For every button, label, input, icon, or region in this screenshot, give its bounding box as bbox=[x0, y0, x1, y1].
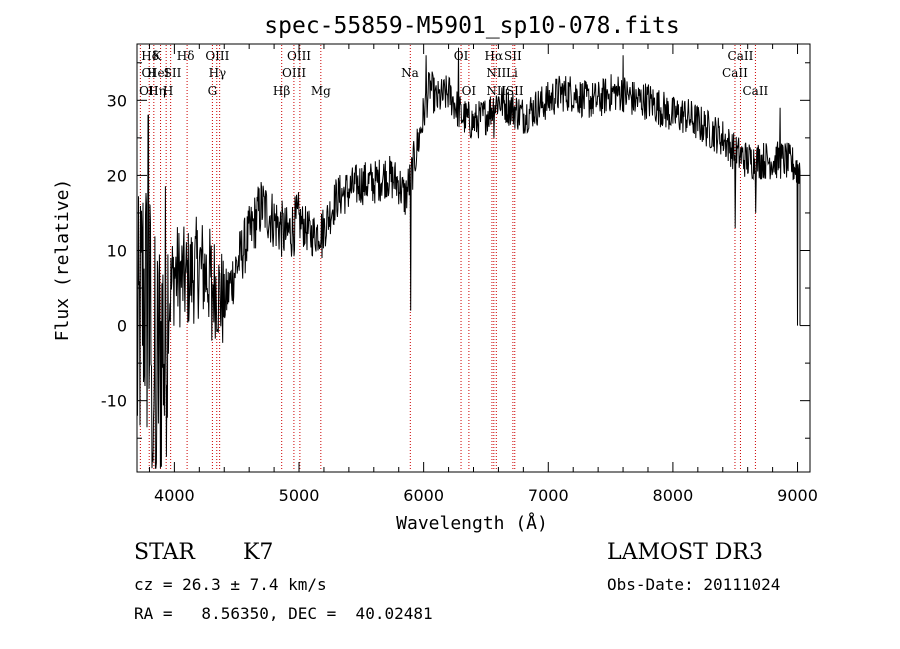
spectral-line-label: H bbox=[163, 84, 173, 98]
x-tick-label: 7000 bbox=[528, 486, 569, 505]
spectral-line-label: OI bbox=[142, 66, 157, 80]
spectral-line-label: SII bbox=[164, 66, 182, 80]
spectral-line-label: CaII bbox=[742, 84, 768, 98]
spectral-line-label: K bbox=[152, 49, 162, 63]
chart-title: spec-55859-M5901_sp10-078.fits bbox=[264, 13, 679, 39]
spectral-line-label: SII bbox=[506, 84, 524, 98]
y-tick-label: 10 bbox=[107, 241, 127, 260]
x-tick-label: 5000 bbox=[279, 486, 320, 505]
x-tick-label: 4000 bbox=[154, 486, 195, 505]
x-tick-label: 6000 bbox=[403, 486, 444, 505]
object-class: STAR bbox=[134, 540, 195, 565]
spectral-line-label: OIII bbox=[205, 49, 229, 63]
redshift-value: cz = 26.3 ± 7.4 km/s bbox=[134, 575, 327, 594]
spectral-line-label: CaII bbox=[722, 66, 748, 80]
spectral-line-label: Na bbox=[401, 66, 419, 80]
spectral-line-label: Hη bbox=[148, 84, 166, 98]
spectral-line-label: Hδ bbox=[177, 49, 195, 63]
spectral-line-label: OI bbox=[462, 84, 477, 98]
spectral-line-label: Hβ bbox=[273, 84, 290, 98]
observation-date: Obs-Date: 20111024 bbox=[607, 575, 781, 594]
spectral-line-label: G bbox=[208, 84, 218, 98]
spectral-line-label: OIII bbox=[287, 49, 311, 63]
spectral-subclass: K7 bbox=[243, 540, 274, 565]
spectral-line-label: Mg bbox=[311, 84, 331, 98]
survey-name: LAMOST DR3 bbox=[607, 540, 763, 565]
spectral-line-label: NII bbox=[486, 66, 506, 80]
x-axis-ticks: 4000 5000 6000 7000 8000 9000 bbox=[148, 44, 818, 505]
y-tick-label: 20 bbox=[107, 166, 127, 185]
spectral-line-label: Hδ bbox=[141, 49, 159, 63]
spectral-line-label: OII bbox=[139, 84, 159, 98]
y-tick-label: -10 bbox=[101, 392, 127, 411]
y-tick-label: 30 bbox=[107, 91, 127, 110]
spectral-line-label: OIII bbox=[282, 66, 306, 80]
spectrum-line bbox=[136, 47, 801, 469]
x-tick-label: 9000 bbox=[777, 486, 818, 505]
spectral-line-labels: Hδ OI OII K HeI HηH SII Hδ OIII Hγ G Hβ OIII OIII Mg Na… bbox=[139, 49, 768, 98]
spectral-line-label: OI bbox=[454, 49, 469, 63]
spectral-line-label: HeI bbox=[147, 66, 170, 80]
y-axis-ticks: -10 0 10 20 30 bbox=[101, 62, 810, 439]
spectral-line-label: Hγ bbox=[209, 66, 227, 80]
y-tick-label: 0 bbox=[117, 317, 127, 336]
spectral-line-label: Hα bbox=[485, 49, 504, 63]
plot-frame bbox=[136, 43, 811, 473]
sky-coordinates: RA = 8.56350, DEC = 40.02481 bbox=[134, 604, 433, 623]
x-axis-label: Wavelength (Å) bbox=[396, 512, 548, 534]
y-axis-label: Flux (relative) bbox=[52, 179, 73, 342]
spectral-line-label: Li bbox=[506, 66, 518, 80]
x-tick-label: 8000 bbox=[653, 486, 694, 505]
spectral-line-label: CaII bbox=[728, 49, 754, 63]
spectral-line-label: SII bbox=[504, 49, 522, 63]
